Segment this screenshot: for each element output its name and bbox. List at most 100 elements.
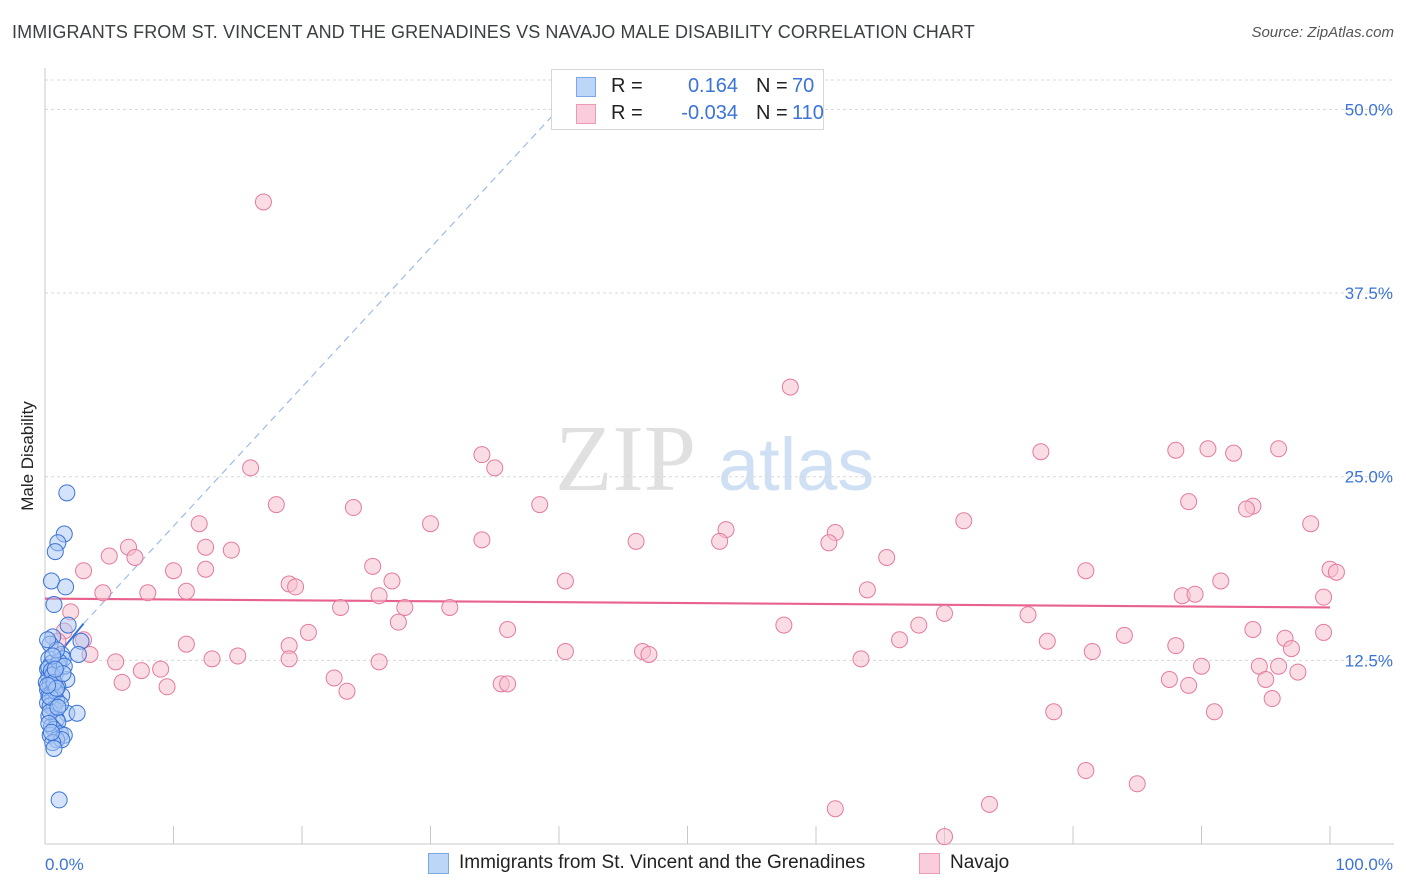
navajo-point[interactable]: [332, 598, 350, 616]
navajo-point[interactable]: [1167, 637, 1185, 655]
navajo-point[interactable]: [1186, 585, 1204, 603]
navajo-point[interactable]: [858, 581, 876, 599]
navajo-point[interactable]: [775, 616, 793, 634]
navajo-point[interactable]: [1205, 703, 1223, 721]
navajo-point[interactable]: [287, 578, 305, 596]
immigrant-point[interactable]: [46, 543, 64, 561]
navajo-point[interactable]: [1270, 657, 1288, 675]
navajo-point[interactable]: [820, 534, 838, 552]
immigrant-point[interactable]: [42, 572, 60, 590]
navajo-point[interactable]: [177, 582, 195, 600]
immigrant-point[interactable]: [39, 631, 57, 649]
immigrant-point[interactable]: [45, 740, 63, 757]
navajo-point[interactable]: [486, 459, 504, 477]
immigrant-point[interactable]: [39, 676, 57, 694]
navajo-point[interactable]: [364, 557, 382, 575]
navajo-point[interactable]: [344, 499, 362, 517]
navajo-point[interactable]: [1270, 440, 1288, 458]
navajo-point[interactable]: [280, 650, 298, 668]
navajo-point[interactable]: [94, 584, 112, 602]
navajo-point[interactable]: [152, 660, 170, 678]
navajo-point[interactable]: [370, 653, 388, 671]
navajo-point[interactable]: [100, 547, 118, 565]
navajo-point[interactable]: [1315, 588, 1333, 606]
navajo-point[interactable]: [955, 512, 973, 530]
immigrant-point[interactable]: [69, 645, 87, 663]
navajo-point[interactable]: [1077, 762, 1095, 780]
navajo-point[interactable]: [1032, 443, 1050, 461]
navajo-point[interactable]: [826, 800, 844, 818]
navajo-point[interactable]: [1167, 441, 1185, 459]
navajo-point[interactable]: [132, 662, 150, 680]
navajo-point[interactable]: [113, 673, 131, 691]
navajo-point[interactable]: [1019, 606, 1037, 624]
navajo-point[interactable]: [640, 645, 658, 663]
navajo-point[interactable]: [1193, 657, 1210, 675]
navajo-point[interactable]: [165, 562, 182, 580]
navajo-point[interactable]: [75, 562, 93, 580]
navajo-point[interactable]: [1083, 643, 1101, 661]
navajo-point[interactable]: [1237, 500, 1255, 518]
navajo-point[interactable]: [299, 623, 317, 641]
navajo-point[interactable]: [531, 496, 549, 514]
immigrant-point[interactable]: [42, 723, 60, 741]
immigrant-point[interactable]: [49, 698, 67, 716]
navajo-point[interactable]: [1302, 515, 1320, 533]
navajo-point[interactable]: [1077, 562, 1095, 580]
navajo-point[interactable]: [473, 446, 491, 464]
navajo-point[interactable]: [197, 560, 215, 578]
navajo-point[interactable]: [852, 650, 870, 668]
navajo-point[interactable]: [1180, 493, 1198, 511]
navajo-point[interactable]: [711, 532, 729, 550]
navajo-point[interactable]: [1315, 623, 1333, 641]
navajo-point[interactable]: [1244, 620, 1262, 638]
navajo-point[interactable]: [203, 650, 221, 668]
navajo-point[interactable]: [473, 531, 491, 549]
navajo-point[interactable]: [383, 572, 401, 590]
navajo-point[interactable]: [1045, 703, 1063, 721]
navajo-point[interactable]: [325, 669, 343, 687]
navajo-point[interactable]: [1180, 676, 1198, 694]
immigrant-point[interactable]: [46, 660, 64, 678]
navajo-point[interactable]: [242, 459, 260, 477]
navajo-point[interactable]: [627, 532, 645, 550]
navajo-point[interactable]: [1289, 663, 1307, 681]
navajo-point[interactable]: [190, 515, 208, 533]
navajo-point[interactable]: [254, 193, 272, 211]
navajo-point[interactable]: [910, 616, 928, 634]
navajo-point[interactable]: [197, 538, 215, 556]
navajo-point[interactable]: [338, 682, 356, 700]
immigrant-point[interactable]: [68, 704, 86, 722]
navajo-point[interactable]: [499, 675, 517, 693]
navajo-point[interactable]: [1199, 440, 1217, 458]
navajo-point[interactable]: [126, 549, 144, 566]
navajo-point[interactable]: [980, 795, 998, 813]
immigrant-point[interactable]: [59, 616, 77, 634]
immigrant-point[interactable]: [57, 578, 75, 596]
navajo-point[interactable]: [139, 584, 157, 602]
immigrant-point[interactable]: [50, 791, 68, 809]
navajo-point[interactable]: [1038, 632, 1056, 650]
navajo-point[interactable]: [891, 631, 909, 649]
navajo-point[interactable]: [389, 613, 407, 631]
navajo-point[interactable]: [422, 515, 439, 533]
navajo-point[interactable]: [1257, 670, 1275, 688]
navajo-point[interactable]: [107, 653, 125, 671]
navajo-point[interactable]: [1128, 775, 1146, 793]
navajo-point[interactable]: [1160, 670, 1178, 688]
navajo-point[interactable]: [1225, 444, 1243, 462]
navajo-point[interactable]: [441, 598, 459, 616]
navajo-point[interactable]: [878, 549, 896, 566]
navajo-point[interactable]: [936, 828, 953, 846]
navajo-point[interactable]: [499, 620, 517, 638]
navajo-point[interactable]: [158, 678, 176, 696]
navajo-point[interactable]: [370, 587, 388, 605]
navajo-point[interactable]: [396, 598, 414, 616]
immigrant-point[interactable]: [45, 596, 63, 614]
navajo-point[interactable]: [556, 572, 574, 590]
navajo-point[interactable]: [1115, 626, 1133, 644]
navajo-point[interactable]: [267, 496, 285, 514]
navajo-point[interactable]: [781, 378, 799, 396]
navajo-point[interactable]: [177, 635, 195, 653]
immigrant-point[interactable]: [58, 484, 76, 502]
